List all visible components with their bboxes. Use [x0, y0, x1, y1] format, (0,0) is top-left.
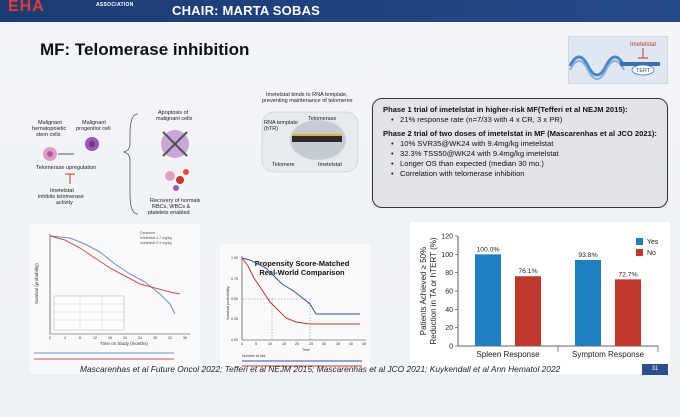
bar-yes: [575, 260, 601, 346]
phase2-item: Longer OS than expected (median 30 mo.): [391, 159, 657, 169]
phase1-list: 21% response rate (n=7/33 with 4 x CR, 3…: [383, 115, 657, 125]
bar-ytick-label: 20: [445, 325, 453, 332]
km-mid-ytick: 0.50: [231, 297, 238, 301]
bar-ytick-label: 0: [449, 344, 453, 351]
km-mid-curve-red: [241, 257, 360, 325]
km-mid-xtick: 30: [322, 342, 326, 346]
slide-title: MF: Telomerase inhibition: [40, 40, 250, 59]
km-left-ylabel: Survival (probability): [34, 263, 39, 304]
km-plot-left: Survival (probability) Time on Study (mo…: [30, 224, 200, 374]
slide-footer-citation: Mascarenhas et al Future Oncol 2022; Tef…: [80, 364, 561, 374]
bar-chart-ylabel: Patients Achieved ≥ 50%Reduction in TA o…: [419, 237, 438, 344]
bar-ytick-label: 60: [445, 289, 453, 296]
km-mid-xtick: 5: [255, 342, 257, 346]
bar-no: [615, 279, 641, 346]
bar-ytick-label: 100: [441, 252, 453, 259]
km-mid-ytick: 1.00: [231, 256, 238, 260]
phase2-list: 10% SVR35@WK24 with 9.4mg/kg imetelstat …: [383, 139, 657, 179]
km-left-curve-red: [49, 235, 181, 295]
km-mid-xtick: 15: [282, 342, 286, 346]
km-mid-risk-label: Number at risk: [242, 354, 266, 358]
km-left-xtick: 36: [183, 336, 187, 340]
km-left-xtick: 20: [123, 336, 127, 340]
phase2-item: Correlation with telomerase inhibition: [391, 169, 657, 179]
legend-label: No: [647, 250, 656, 257]
binds-label: Imetelstat binds to RNA template, prevent…: [262, 92, 353, 104]
bar-ytick-label: 40: [445, 307, 453, 314]
corner-tert-label: TERT: [636, 68, 651, 74]
inhibit-label: Imetelstat inhibits telomerase activity: [38, 188, 84, 206]
telomere-label: Telomere: [272, 162, 295, 168]
recovery-cells-icon: [165, 171, 175, 181]
km-mid-ytick: 0.00: [231, 338, 238, 342]
logo-subtext: ASSOCIATION: [96, 2, 134, 8]
km-mid-title: Propensity Score-Matched Real-World Compa…: [255, 259, 350, 277]
phase1-heading: Phase 1 trial of imetelstat in higher-ri…: [383, 105, 628, 114]
phase1-item: 21% response rate (n=7/33 with 4 x CR, 3…: [391, 115, 657, 125]
legend-swatch-no: [636, 249, 643, 256]
stem-cells-label: Malignant hematopoietic stem cells: [32, 120, 66, 138]
recovery-label: Recovery of normals RBCs, WBCs & platelets…: [148, 198, 201, 216]
km-left-xtick: 16: [108, 336, 112, 340]
bar-chart: 0 20 40 60 80 100 120 Spleen Response Symptom Re…: [410, 222, 670, 374]
bar-ytick-label: 120: [441, 234, 453, 241]
apoptosis-label: Apoptosis of malignant cells: [156, 110, 193, 122]
mechanism-diagram: Malignant hematopoietic stem cells Maligna…: [32, 92, 359, 216]
bar-category-label: Symptom Response: [572, 350, 645, 359]
km-mid-curve-blue: [241, 257, 360, 315]
km-left-xtick: 0: [49, 336, 51, 340]
bar-data-label: 72.7%: [618, 271, 637, 278]
km-mid-xtick: 35: [336, 342, 340, 346]
rna-template-label: RNA template (hTR): [264, 120, 298, 132]
km-left-xtick: 24: [138, 336, 142, 340]
km-left-curve-blue: [49, 235, 176, 315]
telomerase-upregulation-label: Telomerase upregulation: [36, 165, 96, 171]
corner-imetelstat-label: Imetelstat: [630, 42, 656, 48]
km-mid-ytick: 0.75: [231, 277, 238, 281]
km-left-xtick: 28: [153, 336, 157, 340]
km-left-xlabel: Time on Study (months): [100, 341, 148, 346]
km-mid-xtick: 10: [268, 342, 272, 346]
km-mid-ylabel: Survival probability: [225, 286, 230, 320]
trial-summary-box: Phase 1 trial of imetelstat in higher-ri…: [372, 98, 668, 208]
bar-data-label: 100.0%: [476, 246, 499, 253]
slide: MF: Telomerase inhibition Imetelstat TER…: [0, 22, 680, 417]
km-left-legend-item: Censored: [140, 231, 155, 235]
page-number: 31: [642, 364, 668, 375]
bar-data-label: 76.1%: [518, 268, 537, 275]
phase2-heading: Phase 2 trial of two doses of imetelstat…: [383, 129, 657, 138]
km-mid-xlabel: Time: [302, 348, 310, 352]
bar-category-label: Spleen Response: [476, 350, 540, 359]
logo-text: EHA: [8, 0, 45, 15]
phase2-item: 10% SVR35@WK24 with 9.4mg/kg imetelstat: [391, 139, 657, 149]
km-left-legend-item: Imetelstat 9.4 mg/kg: [140, 241, 172, 245]
bar-yes: [475, 254, 501, 346]
legend-swatch-yes: [636, 238, 643, 245]
km-left-xtick: 4: [64, 336, 66, 340]
imetelstat-label: Imetelstat: [318, 162, 342, 168]
telomerase-name-label: Telomerase: [308, 116, 336, 122]
km-left-legend-item: Imetelstat 4.7 mg/kg: [140, 236, 172, 240]
km-mid-xtick: 20: [295, 342, 299, 346]
progenitor-label: Malignant progenitor cell: [76, 120, 111, 132]
presentation-header: EHA ASSOCIATION CHAIR: MARTA SOBAS: [0, 0, 680, 22]
session-chair: CHAIR: MARTA SOBAS: [172, 3, 321, 18]
km-left-xtick: 32: [168, 336, 172, 340]
bar-ytick-label: 80: [445, 270, 453, 277]
km-mid-xtick: 0: [241, 342, 243, 346]
km-mid-xtick: 25: [309, 342, 313, 346]
km-left-xtick: 12: [93, 336, 97, 340]
km-mid-xtick: 40: [349, 342, 353, 346]
bar-data-label: 93.8%: [578, 252, 597, 259]
phase2-item: 32.3% TSS50@WK24 with 9.4mg/kg imetelsta…: [391, 149, 657, 159]
km-plot-middle: Propensity Score-Matched Real-World Compa…: [220, 244, 370, 372]
km-mid-ytick: 0.25: [231, 317, 238, 321]
km-mid-xtick: 45: [362, 342, 366, 346]
corner-telomerase-diagram: Imetelstat TERT: [568, 36, 668, 84]
bar-no: [515, 276, 541, 346]
legend-label: Yes: [647, 239, 659, 246]
eha-logo: EHA ASSOCIATION: [4, 0, 134, 22]
km-left-xtick: 8: [79, 336, 81, 340]
